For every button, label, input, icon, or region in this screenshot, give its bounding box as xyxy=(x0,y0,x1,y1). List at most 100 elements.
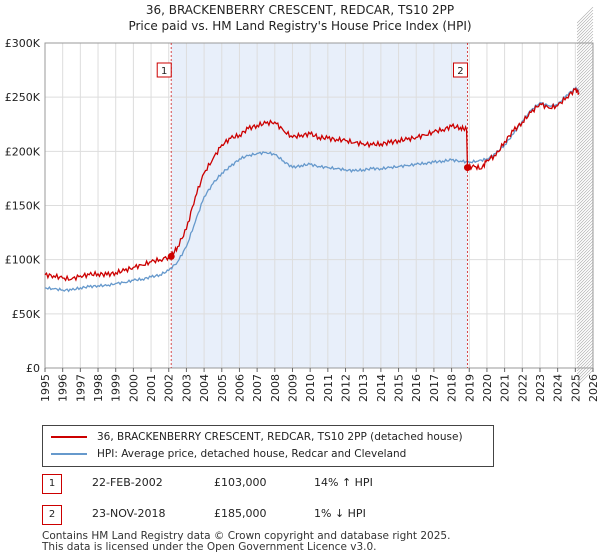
forecast-hatch-line xyxy=(576,72,594,90)
forecast-hatch-line xyxy=(576,192,594,210)
forecast-hatch-line xyxy=(576,108,594,126)
y-tick-label: £250K xyxy=(5,91,41,104)
forecast-hatch-line xyxy=(576,90,594,108)
forecast-hatch-line xyxy=(576,294,594,312)
forecast-hatch-line xyxy=(576,120,594,138)
forecast-hatch-line xyxy=(576,9,594,27)
footer-licence: This data is licensed under the Open Gov… xyxy=(42,541,377,553)
sale-marker-label: 2 xyxy=(457,66,463,77)
forecast-hatch-line xyxy=(576,123,594,141)
x-tick-label: 2001 xyxy=(145,374,158,402)
x-tick-label: 2020 xyxy=(481,374,494,402)
forecast-hatch-line xyxy=(576,237,594,255)
plot-border xyxy=(44,42,594,369)
forecast-hatch-line xyxy=(576,66,594,84)
forecast-hatch-line xyxy=(576,324,594,342)
forecast-hatch-line xyxy=(576,48,594,66)
forecast-hatch-line xyxy=(576,369,594,387)
forecast-hatch-line xyxy=(576,336,594,354)
x-tick-label: 1999 xyxy=(110,374,123,402)
legend-label-hpi: HPI: Average price, detached house, Redc… xyxy=(97,448,407,460)
transaction-price: £185,000 xyxy=(214,507,267,520)
x-tick-label: 2018 xyxy=(446,374,459,402)
forecast-hatch-line xyxy=(576,198,594,216)
forecast-hatch-line xyxy=(576,309,594,327)
forecast-hatch-line xyxy=(576,171,594,189)
forecast-hatch-line xyxy=(576,342,594,360)
forecast-hatch-line xyxy=(576,138,594,156)
forecast-hatch-line xyxy=(576,156,594,174)
forecast-hatch-line xyxy=(576,183,594,201)
forecast-hatch-line xyxy=(576,258,594,276)
legend-label-price-paid: 36, BRACKENBERRY CRESCENT, REDCAR, TS10 … xyxy=(97,431,463,443)
forecast-hatch-line xyxy=(576,249,594,267)
forecast-hatch-line xyxy=(576,282,594,300)
forecast-hatch-line xyxy=(576,252,594,270)
forecast-hatch-line xyxy=(576,60,594,78)
forecast-hatch-line xyxy=(576,348,594,366)
x-tick-label: 2005 xyxy=(216,374,229,402)
forecast-hatch-line xyxy=(576,270,594,288)
forecast-hatch-line xyxy=(576,321,594,339)
x-tick-label: 2011 xyxy=(322,374,335,402)
forecast-hatch-line xyxy=(576,135,594,153)
forecast-hatch-line xyxy=(576,42,594,60)
x-tick-label: 2007 xyxy=(251,374,264,402)
forecast-hatch-line xyxy=(576,51,594,69)
x-tick-label: 2002 xyxy=(163,374,176,402)
x-tick-label: 2004 xyxy=(198,374,211,402)
forecast-hatch-line xyxy=(576,165,594,183)
forecast-hatch-line xyxy=(576,297,594,315)
x-tick-label: 2026 xyxy=(587,374,600,402)
forecast-hatch-line xyxy=(576,81,594,99)
legend-item-price-paid: 36, BRACKENBERRY CRESCENT, REDCAR, TS10 … xyxy=(51,431,463,443)
forecast-hatch-line xyxy=(576,105,594,123)
forecast-hatch-line xyxy=(576,15,594,33)
forecast-hatch-line xyxy=(576,276,594,294)
y-tick-label: £100K xyxy=(5,254,41,267)
forecast-hatch-line xyxy=(576,18,594,36)
forecast-hatch-line xyxy=(576,144,594,162)
forecast-hatch-line xyxy=(576,318,594,336)
sale-marker-box xyxy=(156,62,172,78)
x-tick-label: 2024 xyxy=(552,374,565,402)
forecast-hatch-line xyxy=(576,162,594,180)
price-chart: 1 2 £0 £50K £100K £150K £200K £250K £300K 1995 19… xyxy=(5,6,600,402)
forecast-hatch-line xyxy=(576,207,594,225)
y-tick-label: £200K xyxy=(5,145,41,158)
x-tick-label: 2010 xyxy=(304,374,317,402)
forecast-hatch-line xyxy=(576,24,594,42)
forecast-hatch-line xyxy=(576,132,594,150)
forecast-hatch-line xyxy=(576,96,594,114)
chart-title-line-2: Price paid vs. HM Land Registry's House … xyxy=(128,19,472,33)
forecast-hatch-line xyxy=(576,27,594,45)
forecast-hatch-line xyxy=(576,363,594,381)
forecast-hatch-line xyxy=(576,231,594,249)
x-tick-label: 2014 xyxy=(375,374,388,402)
forecast-hatch-line xyxy=(576,126,594,144)
forecast-hatch-line xyxy=(576,180,594,198)
forecast-hatch-line xyxy=(576,273,594,291)
y-tick-label: £300K xyxy=(5,37,41,50)
forecast-hatch-line xyxy=(576,186,594,204)
x-tick-label: 1997 xyxy=(74,374,87,402)
forecast-hatch-line xyxy=(576,174,594,192)
forecast-hatch-line xyxy=(576,303,594,321)
forecast-hatch-line xyxy=(576,327,594,345)
forecast-hatch-line xyxy=(576,204,594,222)
forecast-region xyxy=(577,43,593,368)
sale-point xyxy=(167,252,175,260)
forecast-hatch-line xyxy=(576,234,594,252)
x-tick-label: 1996 xyxy=(57,374,70,402)
forecast-hatch-line xyxy=(576,366,594,384)
footer-copyright: Contains HM Land Registry data © Crown c… xyxy=(42,530,451,542)
forecast-hatch-line xyxy=(576,228,594,246)
x-tick-label: 2006 xyxy=(233,374,246,402)
forecast-hatch-line xyxy=(576,333,594,351)
forecast-hatch-line xyxy=(576,93,594,111)
forecast-hatch-line xyxy=(576,150,594,168)
forecast-hatch-line xyxy=(576,267,594,285)
forecast-hatch-line xyxy=(576,222,594,240)
y-tick-label: £0 xyxy=(26,362,40,375)
x-tick-label: 2012 xyxy=(340,374,353,402)
